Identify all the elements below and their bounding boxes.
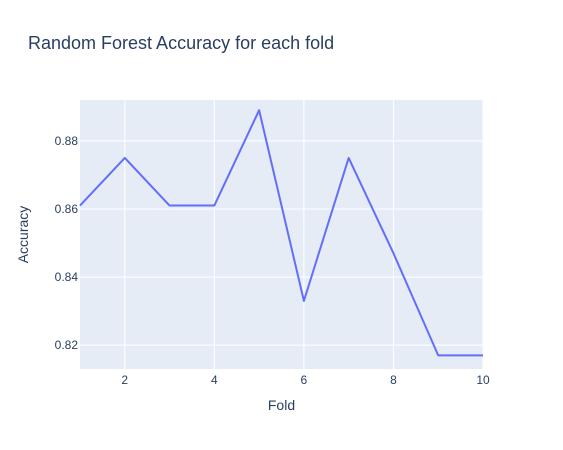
x-tick-label: 4 [211, 373, 218, 387]
y-tick-label: 0.86 [55, 202, 79, 216]
y-tick-label: 0.82 [55, 338, 79, 352]
series-line [79, 109, 483, 357]
x-axis-title: Fold [268, 397, 295, 413]
chart-title: Random Forest Accuracy for each fold [28, 33, 335, 53]
y-axis-title: Accuracy [15, 206, 31, 264]
x-tick-label: 10 [476, 373, 490, 387]
y-tick-label: 0.88 [55, 134, 79, 148]
x-axis-ticks: 2 4 6 8 10 [121, 373, 490, 387]
x-tick-label: 8 [390, 373, 397, 387]
plot-area [80, 100, 483, 369]
gridlines [80, 100, 484, 369]
x-tick-label: 6 [301, 373, 308, 387]
y-axis-ticks: 0.82 0.84 0.86 0.88 [55, 134, 79, 352]
y-tick-label: 0.84 [55, 270, 79, 284]
x-tick-label: 2 [121, 373, 128, 387]
series-lines [79, 109, 483, 357]
